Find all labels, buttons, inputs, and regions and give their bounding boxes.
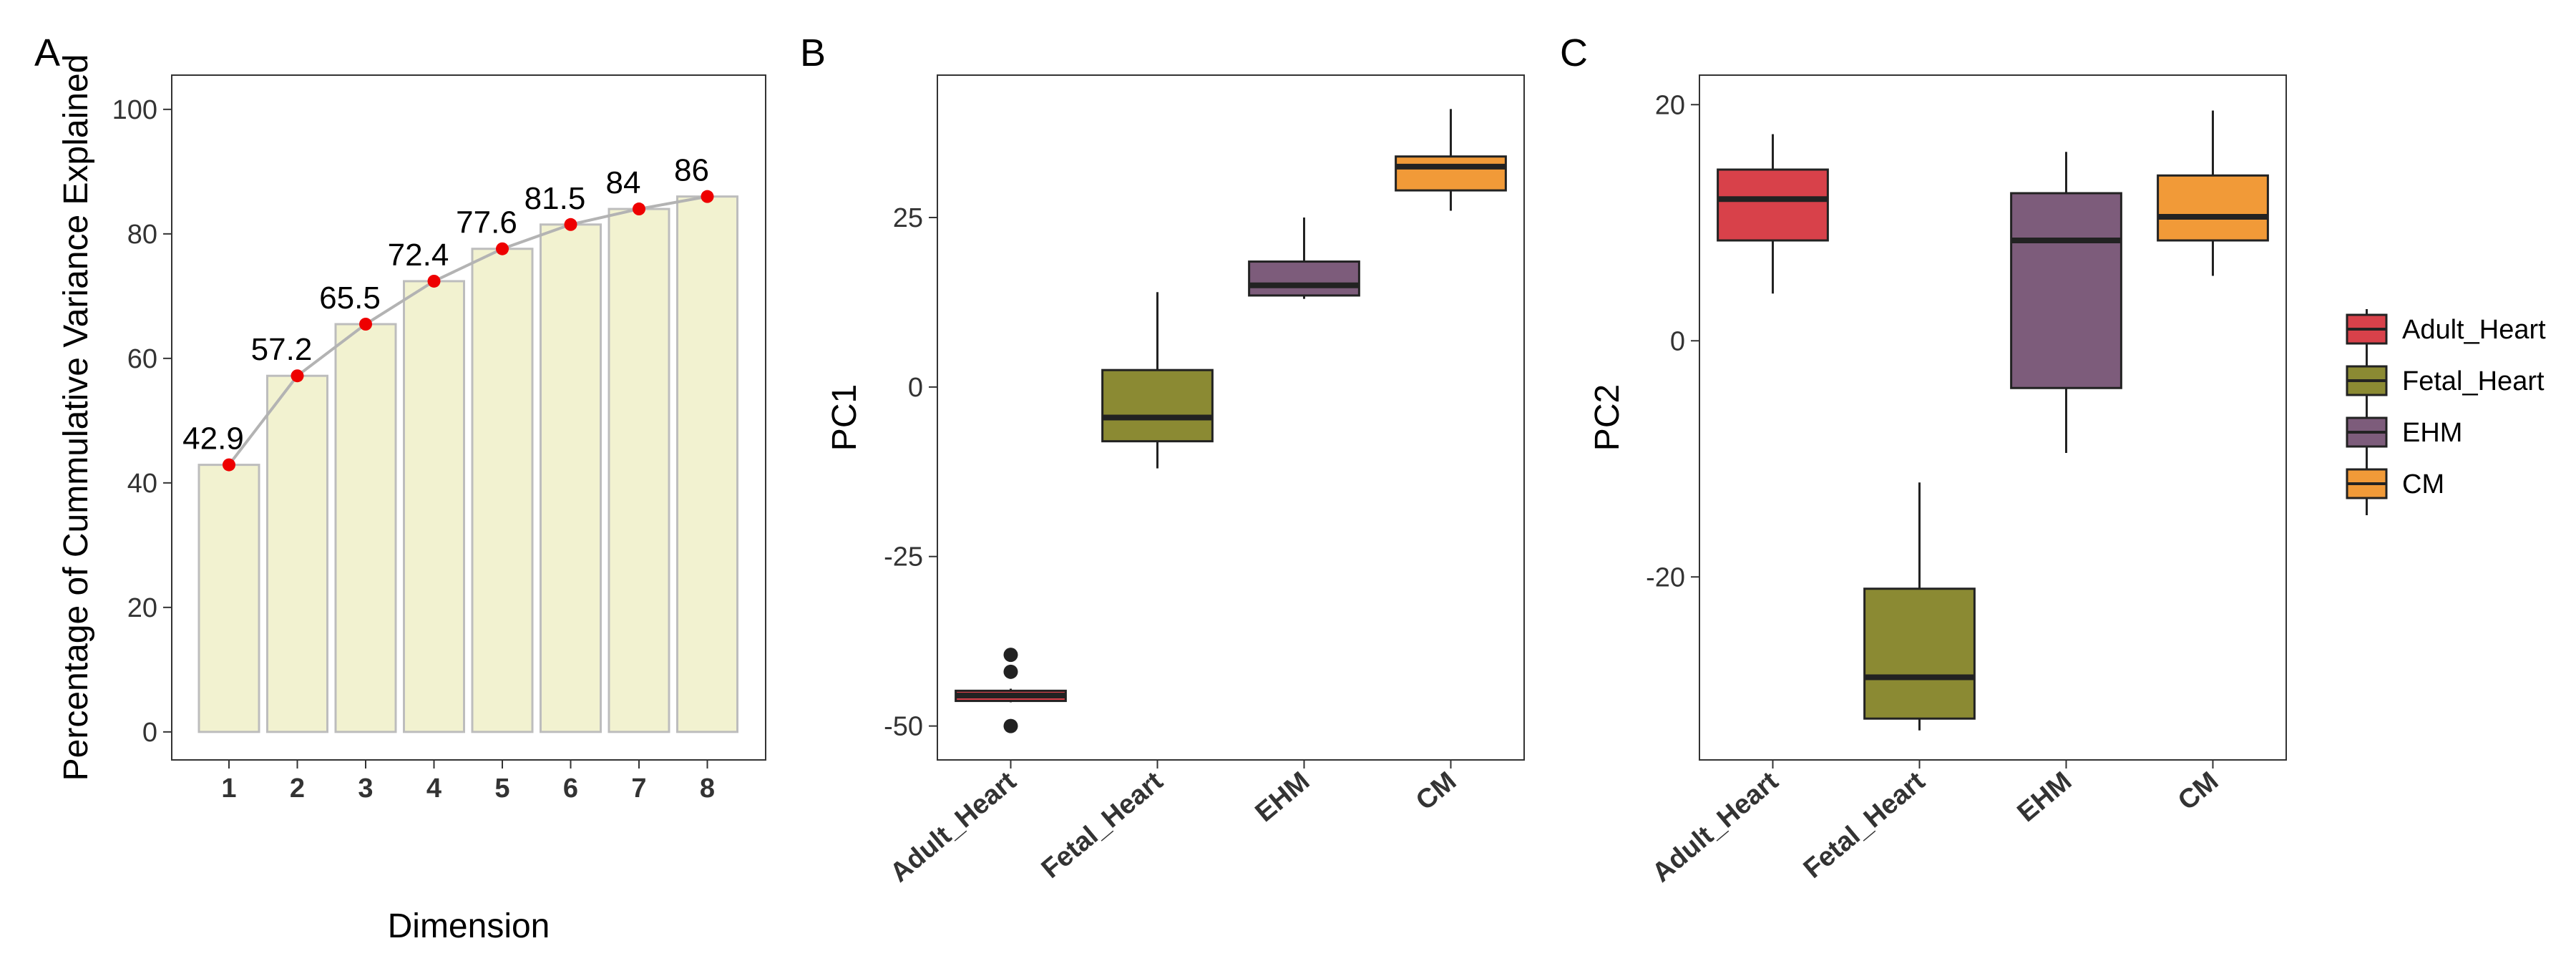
box-cm: [1395, 155, 1507, 192]
data-label: 42.9: [182, 421, 244, 457]
plot-frame: [937, 74, 1525, 761]
panel-label-b: B: [800, 31, 826, 74]
y-axis-title: Percentage of Cummulative Variance Expla…: [57, 54, 95, 781]
cumulative-point: [496, 242, 509, 255]
x-tick-label: Adult_Heart: [884, 766, 1022, 889]
data-label: 81.5: [525, 181, 586, 216]
box-ehm: [2010, 192, 2122, 389]
x-tick-label: Fetal_Heart: [1798, 766, 1931, 884]
x-axis-title: Dimension: [388, 907, 550, 945]
x-tick-label: 4: [426, 774, 441, 804]
x-tick-label: EHM: [1250, 766, 1316, 828]
bar-dim-2: [266, 374, 328, 733]
panel-c: C -20 0 20 Adult_Heart Fetal_Heart EHM CM PC2: [1560, 31, 2287, 889]
legend-label: CM: [2402, 469, 2444, 499]
x-tick-label: CM: [2172, 766, 2224, 816]
x-tick-label: 2: [290, 774, 305, 804]
box-ehm: [1248, 260, 1360, 297]
y-tick-label: -20: [1646, 562, 1685, 592]
y-tick-label: 20: [1655, 90, 1685, 120]
bar-dim-1: [197, 464, 260, 733]
panel-label-c: C: [1560, 31, 1588, 74]
bar-dim-4: [403, 280, 465, 733]
panel-label-a: A: [34, 31, 60, 74]
x-tick-label: Adult_Heart: [1646, 766, 1784, 889]
legend-label: Adult_Heart: [2402, 315, 2546, 345]
box-adult_heart: [1717, 168, 1829, 242]
cumulative-point: [633, 203, 645, 216]
x-tick-label: CM: [1410, 766, 1462, 816]
bar-dim-3: [334, 323, 397, 733]
y-tick-label: -25: [884, 542, 923, 572]
y-tick-label: 60: [127, 344, 157, 374]
y-tick-label: -50: [884, 712, 923, 742]
data-label: 65.5: [319, 280, 381, 316]
cumulative-point: [701, 190, 714, 203]
box-fetal_heart: [1863, 587, 1976, 720]
outlier-point: [1003, 718, 1018, 733]
data-label: 72.4: [388, 238, 449, 273]
x-tick-label: Fetal_Heart: [1036, 766, 1169, 884]
y-axis-title: PC1: [826, 384, 864, 451]
bar-dim-6: [540, 223, 602, 733]
plot-frame: [1699, 74, 2287, 761]
outlier-point: [1003, 648, 1018, 663]
box-fetal_heart: [1101, 369, 1214, 443]
data-label: 84: [606, 165, 641, 200]
x-tick-label: 7: [631, 774, 646, 804]
data-label: 86: [674, 153, 709, 188]
y-tick-label: 100: [112, 95, 157, 125]
data-label: 57.2: [251, 332, 313, 367]
outlier-point: [1003, 664, 1018, 679]
y-tick-label: 0: [908, 373, 923, 403]
cumulative-point: [223, 458, 235, 472]
panel-b: B -50 -25 0 25 Adult_Heart Fetal_Heart EHM CM PC1: [800, 31, 1525, 889]
bar-dim-8: [676, 195, 738, 733]
cumulative-point: [291, 369, 304, 383]
cumulative-point: [427, 274, 441, 288]
x-tick-label: 6: [563, 774, 578, 804]
y-tick-label: 25: [893, 203, 923, 233]
y-tick-label: 0: [142, 718, 157, 748]
legend-label: Fetal_Heart: [2402, 366, 2545, 396]
y-axis-title: PC2: [1589, 384, 1626, 451]
x-tick-label: 1: [221, 774, 236, 804]
x-tick-label: 3: [358, 774, 373, 804]
box-cm: [2157, 174, 2269, 242]
y-tick-label: 20: [127, 593, 157, 623]
cumulative-line: [228, 195, 708, 466]
bar-dim-7: [608, 208, 670, 733]
legend: Adult_Heart Fetal_Heart EHM CM: [2346, 309, 2546, 515]
legend-label: EHM: [2402, 418, 2462, 448]
x-tick-label: 5: [494, 774, 509, 804]
data-label: 77.6: [456, 205, 517, 240]
plot-frame: [171, 74, 766, 761]
x-tick-label: 8: [700, 774, 715, 804]
y-tick-label: 40: [127, 469, 157, 499]
x-tick-label: EHM: [2012, 766, 2078, 828]
panel-a: A 0 20 40 60 80 100 1 2 3 4 5 6 7 8 42.9 57.265.572.477.…: [34, 31, 766, 945]
cumulative-point: [564, 218, 577, 231]
cumulative-point: [359, 318, 372, 331]
y-tick-label: 0: [1670, 326, 1685, 356]
y-tick-label: 80: [127, 220, 157, 250]
bar-dim-5: [471, 248, 534, 733]
